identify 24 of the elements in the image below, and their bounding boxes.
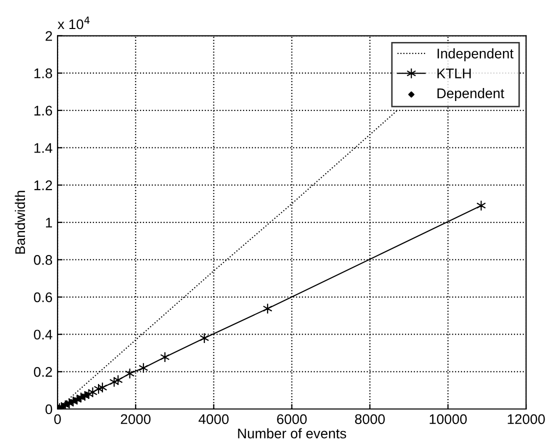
x-tick-label: 4000 [198, 414, 229, 424]
legend-label: Dependent [437, 88, 504, 101]
x-axis-title: Number of events [238, 428, 346, 438]
y-tick-label: 0.6 [34, 292, 52, 302]
y-tick-label: 0.4 [34, 330, 52, 340]
y-tick-label: 1.6 [34, 106, 52, 116]
x-tick-label: 12000 [508, 414, 545, 424]
y-axis-title: Bandwidth [14, 190, 26, 254]
y-tick-label: 1.2 [34, 180, 52, 190]
y-tick-label: 0.2 [34, 367, 52, 377]
x-tick-label: 6000 [277, 414, 307, 424]
y-tick-label: 1.8 [34, 68, 52, 78]
legend-label: KTLH [437, 68, 471, 78]
x-tick-label: 10000 [430, 414, 467, 424]
y-tick-label: 0.8 [34, 255, 52, 265]
y-tick-label: 2 [46, 31, 52, 41]
y-tick-label: 1 [46, 218, 52, 228]
x-tick-label: 8000 [355, 414, 385, 424]
y-tick-label: 0 [46, 404, 52, 414]
text: x 10$^{4}$ [58, 16, 90, 30]
x-tick-label: 0 [54, 414, 61, 424]
legend-label: Independent [438, 48, 514, 62]
x-tick-label: 2000 [120, 414, 151, 424]
y-tick-label: 1.4 [34, 143, 52, 153]
